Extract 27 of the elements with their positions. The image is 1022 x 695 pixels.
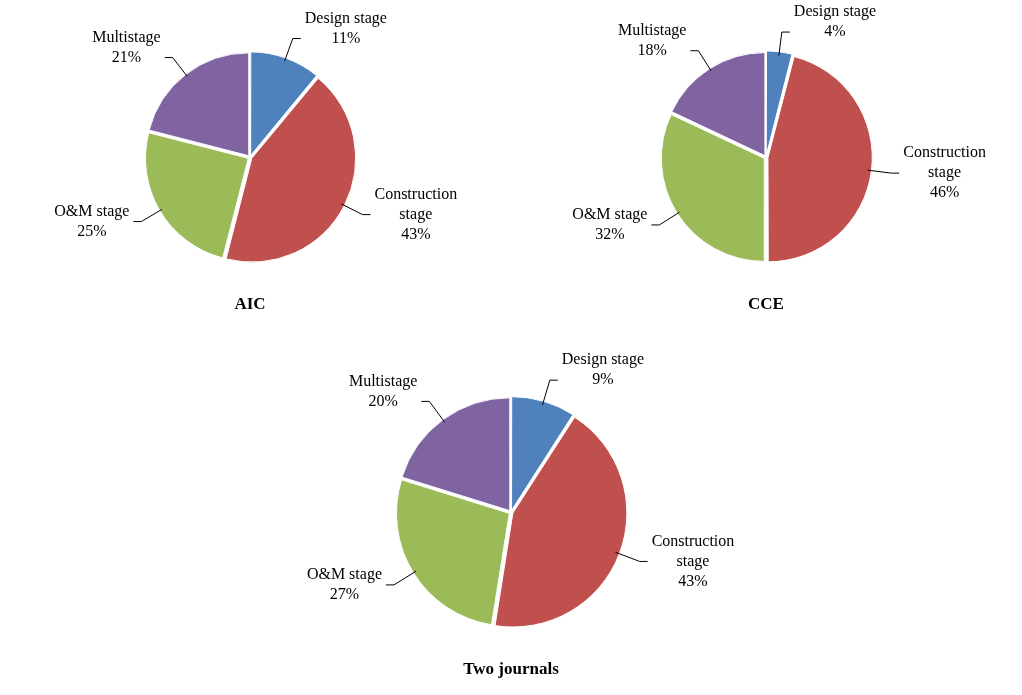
slice-label: Design stage <box>793 2 877 21</box>
slice-label: Design stage <box>561 350 644 369</box>
slice-label: Construction stage <box>903 143 986 182</box>
slice-label: Multistage <box>617 20 687 39</box>
slice-label: O&M stage <box>54 201 130 220</box>
text: AIC <box>234 294 266 314</box>
slice-label: Construction stage <box>651 531 735 570</box>
data-label: 43% <box>401 224 431 242</box>
slice-label: Multistage <box>348 371 418 390</box>
data-label: 18% <box>637 40 667 58</box>
slice-label: O&M stage <box>572 205 648 224</box>
slice-label: Multistage <box>92 27 161 46</box>
data-label: 21% <box>111 47 142 65</box>
data-label: 4% <box>824 22 846 40</box>
text: CCE <box>748 294 784 314</box>
text: Two journals <box>463 659 560 679</box>
slice-label: O&M stage <box>306 565 382 584</box>
data-label: 27% <box>329 585 360 603</box>
slice-label: Design stage <box>304 8 387 27</box>
data-label: 46% <box>929 183 960 201</box>
data-label: 20% <box>368 391 398 409</box>
data-label: 43% <box>678 571 708 589</box>
data-label: 9% <box>592 370 614 388</box>
data-label: 11% <box>331 28 361 46</box>
slice-label: Construction stage <box>374 184 458 223</box>
data-label: 25% <box>77 221 107 239</box>
data-label: 32% <box>595 225 625 243</box>
